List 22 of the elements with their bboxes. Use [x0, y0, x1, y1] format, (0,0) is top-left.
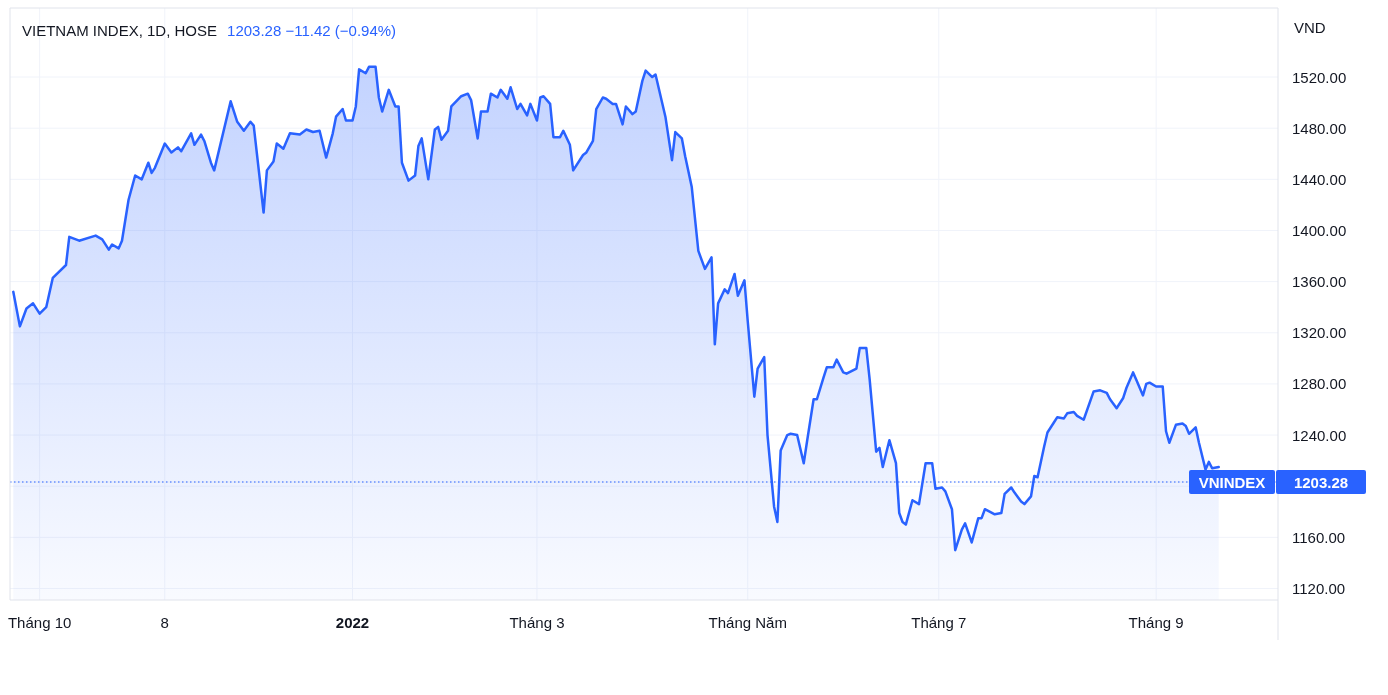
- y-axis-title: VND: [1294, 18, 1326, 36]
- y-tick-label: 1400.00: [1292, 221, 1347, 239]
- text: 1203.28 −11.42 (−0.94%): [227, 21, 397, 39]
- x-tick-label: Tháng Năm: [708, 613, 787, 631]
- y-tick-label: 1240.00: [1292, 426, 1347, 444]
- y-tick-label: 1480.00: [1292, 119, 1347, 137]
- x-tick-label: 8: [160, 613, 169, 631]
- y-tick-label: 1160.00: [1292, 528, 1346, 546]
- text: VIETNAM INDEX, 1D, HOSE: [22, 21, 218, 39]
- y-tick-label: 1203.28: [1293, 473, 1349, 491]
- y-tick-label: 1120.00: [1292, 579, 1346, 597]
- x-tick-label: 2022: [335, 613, 370, 631]
- ref-line-label: VNINDEX: [1198, 473, 1266, 491]
- x-tick-label: Tháng 7: [911, 613, 967, 631]
- y-tick-label: 1360.00: [1292, 273, 1347, 291]
- y-tick-label: 1280.00: [1292, 375, 1347, 393]
- y-tick-label: 1320.00: [1292, 324, 1347, 342]
- x-tick-label: Tháng 3: [509, 613, 565, 631]
- y-tick-label: 1520.00: [1292, 68, 1347, 86]
- x-tick-label: Tháng 9: [1128, 613, 1184, 631]
- y-tick-label: 1440.00: [1292, 170, 1347, 188]
- x-tick-label: Tháng 10: [7, 613, 72, 631]
